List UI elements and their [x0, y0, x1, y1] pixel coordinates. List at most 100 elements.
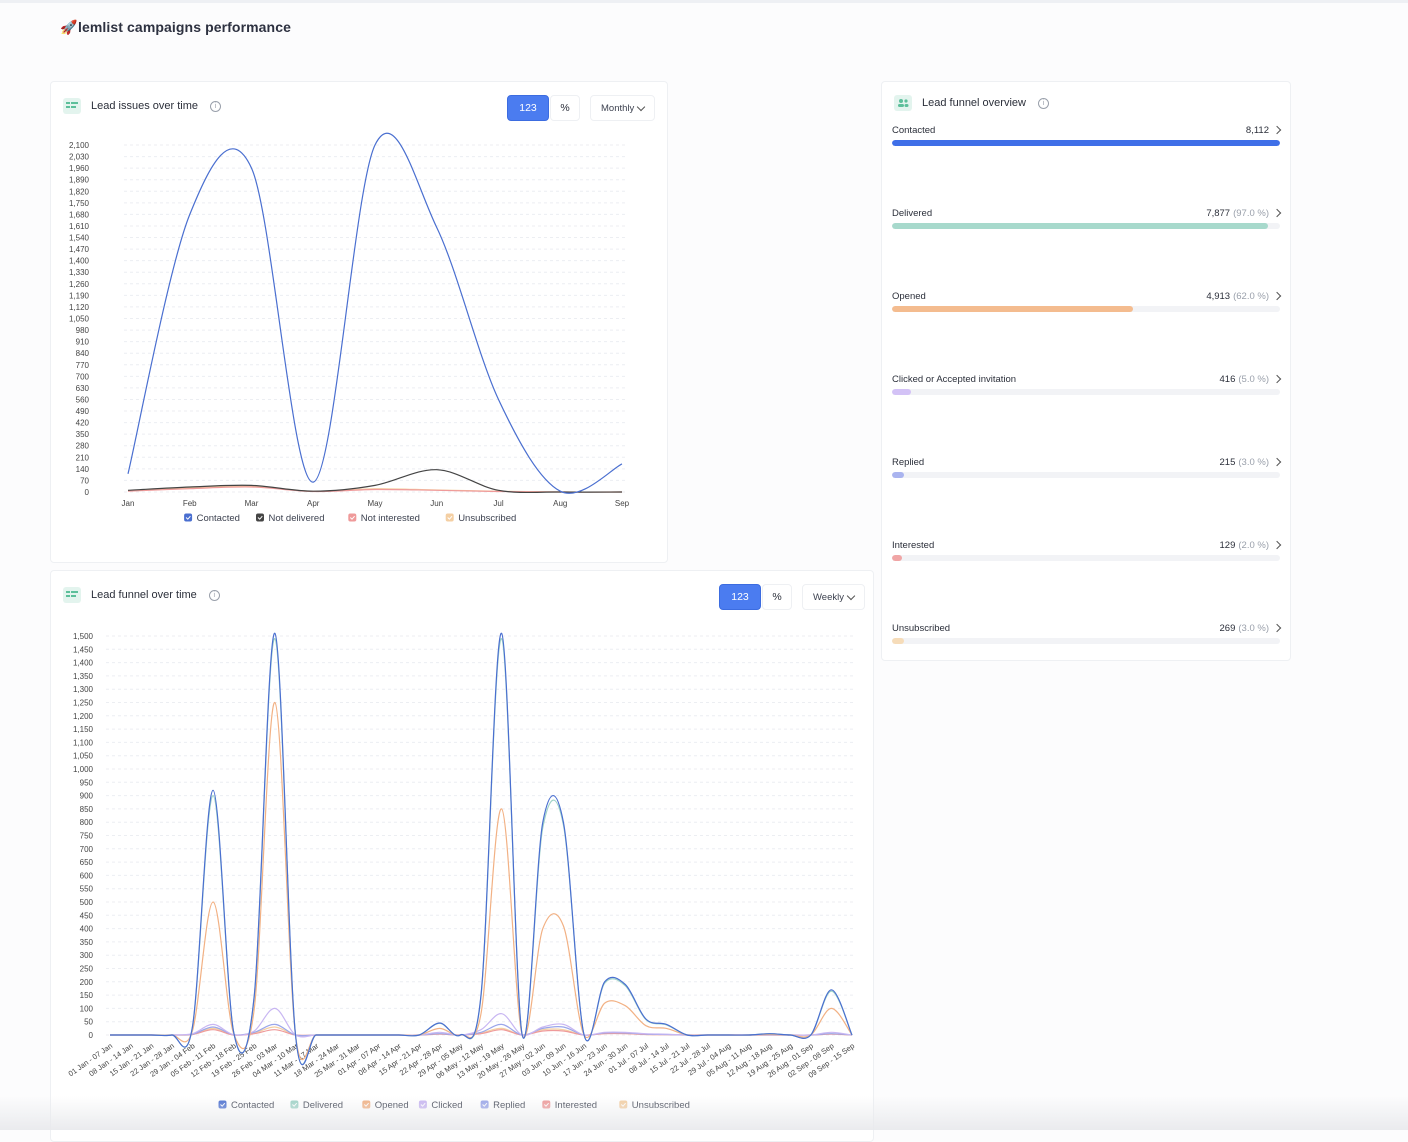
y-tick-label: 420: [76, 419, 90, 428]
chevron-down-icon: [637, 102, 646, 111]
y-tick-label: 1,350: [73, 672, 94, 681]
y-tick-label: 1,200: [73, 712, 94, 721]
y-tick-label: 980: [76, 326, 90, 335]
funnel-progress-fill: [892, 638, 904, 644]
y-tick-label: 1,750: [69, 199, 90, 208]
legend-item-contacted: Contacted: [197, 513, 240, 524]
y-tick-label: 1,050: [73, 752, 94, 761]
legend-swatch: [480, 1100, 489, 1109]
number-toggle-button[interactable]: 123: [719, 584, 761, 610]
funnel-row-count: 215: [1219, 456, 1236, 468]
legend-item-not-delivered: Not delivered: [269, 513, 325, 524]
percent-toggle-button[interactable]: %: [550, 95, 580, 121]
funnel-row-value: 129 (2.0 %): [1219, 539, 1282, 551]
funnel-progress-fill: [892, 140, 1280, 146]
funnel-row-delivered[interactable]: Delivered 7,877 (97.0 %): [892, 206, 1282, 229]
chart-icon: [63, 98, 81, 114]
lead-funnel-time-chart: 1,500 1,450 1,400 1,350 1,300 1,250 1,200 1,150…: [67, 632, 857, 1111]
chevron-right-icon[interactable]: [1272, 457, 1282, 467]
funnel-row-interested[interactable]: Interested 129 (2.0 %): [892, 538, 1282, 561]
y-tick-label: 850: [80, 805, 94, 814]
y-tick-label: 70: [80, 476, 89, 485]
funnel-row-label: Opened: [892, 290, 926, 302]
y-tick-label: 1,960: [69, 164, 90, 173]
funnel-row-contacted[interactable]: Contacted 8,112: [892, 123, 1282, 146]
funnel-progress-track: [892, 306, 1280, 312]
lead-funnel-overview-card: Lead funnel overview i Contacted 8,112 Del…: [881, 81, 1291, 661]
info-icon[interactable]: i: [210, 100, 221, 112]
y-tick-label: 1,150: [73, 725, 94, 734]
y-tick-label: 0: [89, 1031, 94, 1040]
y-tick-label: 1,330: [69, 268, 90, 277]
period-dropdown-label: Monthly: [601, 102, 635, 114]
legend-item-delivered: Delivered: [303, 1100, 343, 1111]
funnel-row-label: Delivered: [892, 207, 933, 219]
legend-item-contacted: Contacted: [231, 1100, 274, 1111]
funnel-progress-fill: [892, 223, 1269, 229]
y-tick-label: 650: [80, 858, 94, 867]
info-icon[interactable]: i: [1037, 97, 1049, 109]
funnel-row-clicked-or-accepted-invitation[interactable]: Clicked or Accepted invitation 416 (5.0 %): [892, 372, 1282, 395]
y-tick-label: 1,450: [73, 645, 94, 654]
funnel-row-count: 416: [1219, 373, 1236, 385]
percent-toggle-button[interactable]: %: [762, 584, 792, 610]
funnel-row-header: Interested 129 (2.0 %): [892, 538, 1282, 552]
x-tick-label: May: [367, 499, 382, 508]
funnel-row-label: Replied: [892, 456, 925, 468]
period-dropdown[interactable]: Weekly: [802, 584, 865, 610]
lead-funnel-time-header: Lead funnel over time i: [63, 587, 220, 603]
y-tick-label: 100: [80, 1004, 94, 1013]
legend-swatch: [290, 1100, 299, 1109]
info-icon[interactable]: i: [208, 589, 220, 601]
chevron-right-icon[interactable]: [1272, 540, 1282, 550]
funnel-row-count: 8,112: [1245, 124, 1269, 136]
y-tick-label: 1,000: [73, 765, 94, 774]
series-line-contacted: [110, 632, 853, 1066]
number-toggle-button[interactable]: 123: [507, 95, 549, 121]
chevron-right-icon[interactable]: [1272, 291, 1282, 301]
funnel-row-value: 8,112: [1245, 124, 1282, 136]
funnel-row-header: Delivered 7,877 (97.0 %): [892, 206, 1282, 220]
y-tick-label: 1,820: [69, 187, 90, 196]
y-tick-label: 1,300: [73, 685, 94, 694]
lead-issues-title: Lead issues over time: [91, 100, 198, 112]
period-dropdown[interactable]: Monthly: [590, 95, 656, 121]
funnel-row-unsubscribed[interactable]: Unsubscribed 269 (3.0 %): [892, 621, 1282, 644]
rocket-icon: 🚀: [60, 19, 78, 35]
y-tick-label: 840: [76, 349, 90, 358]
series-line-contacted: [127, 132, 623, 494]
funnel-row-value: 215 (3.0 %): [1219, 456, 1282, 468]
funnel-row-percent: (97.0 %): [1233, 207, 1269, 219]
legend-swatch: [256, 513, 264, 522]
y-tick-label: 2,100: [69, 141, 90, 150]
funnel-overview-header: Lead funnel overview i: [894, 95, 1049, 111]
x-tick-label: Feb: [183, 499, 197, 508]
chevron-right-icon[interactable]: [1272, 374, 1282, 384]
y-tick-label: 1,120: [69, 303, 90, 312]
y-tick-label: 1,540: [69, 234, 90, 243]
legend-item-opened: Opened: [375, 1100, 409, 1111]
y-tick-label: 1,400: [73, 659, 94, 668]
y-tick-label: 1,610: [69, 222, 90, 231]
funnel-progress-track: [892, 638, 1280, 644]
funnel-overview-title: Lead funnel overview: [922, 97, 1026, 109]
y-tick-label: 1,250: [73, 699, 94, 708]
funnel-row-header: Replied 215 (3.0 %): [892, 455, 1282, 469]
y-tick-label: 280: [76, 442, 90, 451]
y-tick-label: 250: [80, 965, 94, 974]
funnel-row-value: 269 (3.0 %): [1220, 623, 1282, 634]
x-tick-label: Sep: [615, 499, 630, 508]
funnel-progress-fill: [892, 472, 904, 478]
funnel-row-opened[interactable]: Opened 4,913 (62.0 %): [892, 289, 1282, 312]
y-tick-label: 490: [76, 407, 90, 416]
chevron-right-icon[interactable]: [1272, 623, 1282, 633]
funnel-progress-track: [892, 472, 1280, 478]
funnel-progress-fill: [892, 389, 912, 395]
lead-issues-header: Lead issues over time i: [63, 98, 221, 114]
funnel-row-replied[interactable]: Replied 215 (3.0 %): [892, 455, 1282, 478]
funnel-row-count: 129: [1219, 539, 1236, 551]
funnel-row-label: Interested: [892, 539, 935, 551]
chevron-right-icon[interactable]: [1272, 208, 1282, 218]
chevron-right-icon[interactable]: [1272, 125, 1282, 135]
y-tick-label: 750: [80, 832, 94, 841]
